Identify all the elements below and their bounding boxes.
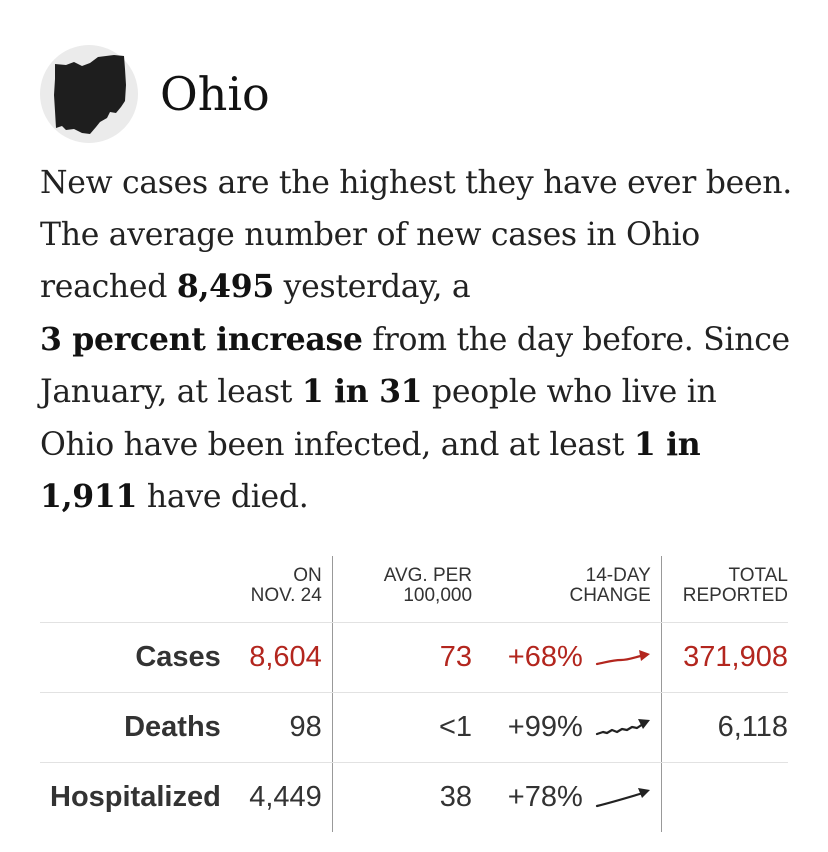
cases-on-date: 8,604 <box>230 622 333 693</box>
trend-up-arrow-icon <box>595 788 650 808</box>
row-label: Deaths <box>40 692 231 763</box>
header-line: NOV. 24 <box>250 584 322 606</box>
trend-up-arrow-icon <box>595 719 650 736</box>
summary-text: New cases are the highest they have ever… <box>40 158 800 524</box>
infected-ratio: 1 in 31 <box>301 373 423 410</box>
table-row-hospitalized: Hospitalized 4,449 38 +78% <box>40 762 788 832</box>
summary-text-part: yesterday, a <box>273 269 471 305</box>
row-label: Hospitalized <box>50 780 221 813</box>
avg-per-100k-column-header: AVG. PER 100,000 <box>332 556 483 623</box>
summary-text-part: people who live in Ohio have been infect… <box>40 374 717 463</box>
deaths-change-14d-cell: +99% <box>482 692 662 763</box>
hospitalized-on-date: 4,449 <box>230 762 333 832</box>
header-line: 14-DAY <box>585 564 651 586</box>
cases-change-14d: +68% <box>507 640 583 673</box>
deaths-avg-per-100k: <1 <box>332 692 483 763</box>
state-header: Ohio <box>40 44 270 144</box>
cases-total: 371,908 <box>661 622 788 693</box>
ohio-state-shape-icon <box>54 55 126 134</box>
percent-change: 3 percent increase <box>40 320 363 358</box>
deaths-total: 6,118 <box>661 692 788 763</box>
row-label: Cases <box>40 622 231 693</box>
table-row-cases: Cases 8,604 73 +68% 371,908 <box>40 622 788 693</box>
state-badge <box>40 45 138 143</box>
header-line: REPORTED <box>682 584 788 606</box>
state-name: Ohio <box>160 67 270 121</box>
on-date-column-header: ON NOV. 24 <box>230 556 333 623</box>
summary-text-part: New cases are the highest they have ever… <box>40 165 792 305</box>
stats-table: ON NOV. 24 AVG. PER 100,000 14-DAY CHANG… <box>40 556 788 832</box>
summary-text-part: have died. <box>137 479 309 515</box>
header-line: CHANGE <box>569 584 651 606</box>
total-reported-column-header: TOTAL REPORTED <box>661 556 788 623</box>
table-header-row: ON NOV. 24 AVG. PER 100,000 14-DAY CHANG… <box>40 556 788 623</box>
hospitalized-total <box>661 762 788 832</box>
header-line: ON <box>293 564 322 586</box>
deaths-change-14d: +99% <box>507 710 583 743</box>
deaths-on-date: 98 <box>230 692 333 763</box>
label-column-header <box>40 556 231 623</box>
death-ratio: 1 in 1,911 <box>40 425 701 516</box>
header-line: TOTAL <box>728 564 788 586</box>
header-line: 100,000 <box>403 584 473 606</box>
header-line: AVG. PER <box>383 564 473 586</box>
summary-text-part: from the day before. Since January, at l… <box>40 321 790 411</box>
hospitalized-change-14d-cell: +78% <box>482 762 662 832</box>
table-row-deaths: Deaths 98 <1 +99% 6,118 <box>40 692 788 763</box>
hospitalized-change-14d: +78% <box>507 780 583 813</box>
change-14d-column-header: 14-DAY CHANGE <box>482 556 662 623</box>
hospitalized-avg-per-100k: 38 <box>439 780 473 813</box>
avg-new-cases: 8,495 <box>176 268 274 305</box>
cases-avg-per-100k: 73 <box>332 622 483 693</box>
cases-change-14d-cell: +68% <box>482 622 662 693</box>
trend-up-arrow-icon <box>595 650 650 666</box>
